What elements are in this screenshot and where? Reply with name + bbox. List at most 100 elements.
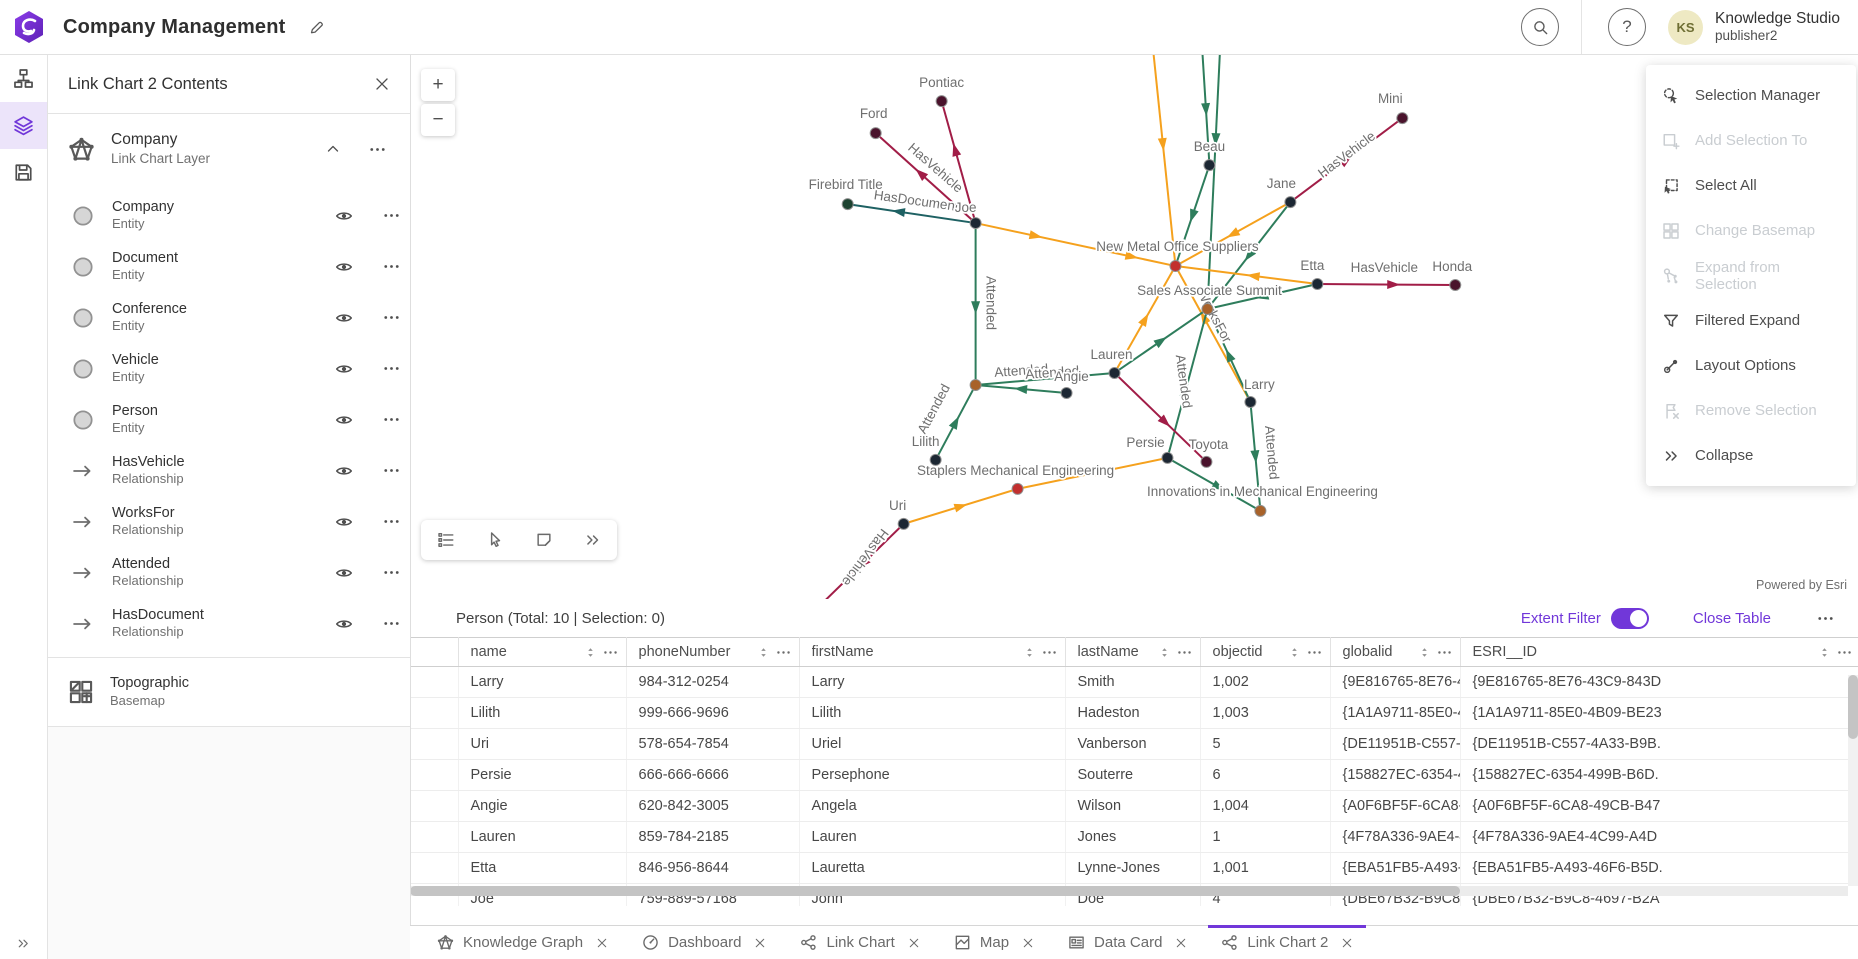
sort-icon[interactable] (757, 646, 770, 659)
node-newmetal[interactable] (1169, 260, 1182, 273)
edge-lauren-confhub[interactable] (975, 371, 1115, 386)
column-menu-icon[interactable] (1042, 645, 1057, 660)
edge-joe-ford[interactable] (875, 132, 977, 224)
table-row[interactable]: Larry 984-312-0254 Larry Smith 1,002 {9E81676… (410, 666, 1858, 698)
edit-title-button[interactable] (302, 12, 332, 42)
edge-persie-summit[interactable] (1166, 308, 1209, 459)
table-row[interactable]: Persie 666-666-6666 Persephone Souterre 6 {15… (410, 759, 1858, 791)
sort-icon[interactable] (584, 646, 597, 659)
table-vertical-scrollbar[interactable] (1848, 675, 1858, 886)
edge-etta-honda[interactable] (1317, 283, 1456, 287)
layer-group-menu-button[interactable] (369, 141, 386, 158)
eye-icon[interactable] (335, 411, 353, 429)
eye-icon[interactable] (335, 207, 353, 225)
column-header-phonenumber[interactable]: phoneNumber (626, 637, 800, 667)
close-icon[interactable] (374, 76, 390, 92)
close-icon[interactable] (754, 937, 766, 949)
edge-etta-newmetal[interactable] (1175, 265, 1318, 286)
column-menu-icon[interactable] (1177, 645, 1192, 660)
table-row[interactable]: Etta 846-956-8644 Lauretta Lynne-Jones 1,001… (410, 852, 1858, 884)
sort-icon[interactable] (1023, 646, 1036, 659)
layer-menu-button[interactable] (383, 411, 400, 428)
node-beau[interactable] (1203, 159, 1216, 172)
account-info[interactable]: Knowledge Studio publisher2 (1715, 9, 1840, 45)
rail-item-layers[interactable] (0, 102, 47, 149)
menu-item-select-all[interactable]: Select All (1646, 163, 1856, 208)
tab-map[interactable]: Map (937, 926, 1051, 959)
layer-item-hasvehicle[interactable]: HasVehicle Relationship (48, 445, 410, 496)
edge-joe-firebird[interactable] (847, 203, 976, 225)
column-menu-icon[interactable] (1837, 645, 1852, 660)
column-menu-icon[interactable] (1437, 645, 1452, 660)
zoom-in-button[interactable]: + (421, 69, 455, 101)
rail-item-save[interactable] (0, 149, 47, 196)
rail-item-hierarchy[interactable] (0, 55, 47, 102)
eye-icon[interactable] (335, 513, 353, 531)
menu-item-collapse[interactable]: Collapse (1646, 433, 1856, 478)
layer-item-worksfor[interactable]: WorksFor Relationship (48, 496, 410, 547)
node-uri[interactable] (897, 517, 910, 530)
table-row[interactable]: Angie 620-842-3005 Angela Wilson 1,004 {A0F6B… (410, 790, 1858, 822)
table-options-button[interactable] (1817, 610, 1834, 627)
node-confhub[interactable] (969, 378, 982, 391)
basemap-item[interactable]: Topographic Basemap (48, 657, 410, 727)
tab-dashboard[interactable]: Dashboard (625, 926, 783, 959)
rail-collapse-button[interactable] (0, 936, 47, 951)
layer-item-document[interactable]: Document Entity (48, 241, 410, 292)
node-lilith[interactable] (929, 453, 942, 466)
layer-menu-button[interactable] (383, 564, 400, 581)
node-staplers[interactable] (1011, 482, 1024, 495)
tab-link-chart[interactable]: Link Chart (783, 926, 936, 959)
menu-item-layout-options[interactable]: Layout Options (1646, 343, 1856, 388)
layer-menu-button[interactable] (383, 309, 400, 326)
layer-menu-button[interactable] (383, 258, 400, 275)
table-horizontal-scrollbar[interactable] (410, 886, 1848, 896)
menu-item-filtered-expand[interactable]: Filtered Expand (1646, 298, 1856, 343)
cursor-icon[interactable] (486, 531, 504, 549)
node-angie[interactable] (1060, 386, 1073, 399)
layer-menu-button[interactable] (383, 207, 400, 224)
close-icon[interactable] (908, 937, 920, 949)
chevron-up-icon[interactable] (325, 141, 341, 157)
menu-item-selection-manager[interactable]: Selection Manager (1646, 73, 1856, 118)
column-menu-icon[interactable] (603, 645, 618, 660)
sort-icon[interactable] (1418, 646, 1431, 659)
node-mini[interactable] (1396, 112, 1409, 125)
node-summit[interactable] (1201, 303, 1214, 316)
close-table-button[interactable]: Close Table (1692, 609, 1771, 627)
extent-filter-toggle[interactable] (1610, 607, 1649, 629)
column-header-esri-id[interactable]: ESRI__ID (1460, 637, 1858, 667)
edge-joe-newmetal[interactable] (975, 222, 1176, 268)
layer-group-company[interactable]: Company Link Chart Layer (48, 114, 410, 184)
tab-data-card[interactable]: Data Card (1051, 926, 1204, 959)
node-firebird[interactable] (841, 198, 854, 211)
layer-item-person[interactable]: Person Entity (48, 394, 410, 445)
eye-icon[interactable] (335, 309, 353, 327)
column-header-lastname[interactable]: lastName (1065, 637, 1201, 667)
node-lauren[interactable] (1108, 366, 1121, 379)
node-etta[interactable] (1311, 278, 1324, 291)
edge-joe-pontiac[interactable] (940, 100, 977, 224)
avatar[interactable]: KS (1668, 9, 1704, 45)
column-header-firstname[interactable]: firstName (799, 637, 1066, 667)
sort-icon[interactable] (1158, 646, 1171, 659)
help-button[interactable]: ? (1608, 8, 1647, 46)
layer-menu-button[interactable] (383, 462, 400, 479)
layer-menu-button[interactable] (383, 615, 400, 632)
sort-icon[interactable] (1818, 646, 1831, 659)
edge-offtop2-newmetal[interactable] (1146, 0, 1177, 267)
close-icon[interactable] (1341, 937, 1353, 949)
close-icon[interactable] (596, 937, 608, 949)
node-larry[interactable] (1244, 395, 1257, 408)
eye-icon[interactable] (335, 462, 353, 480)
edge-larry-newmetal[interactable] (1174, 265, 1252, 403)
node-joe[interactable] (969, 217, 982, 230)
column-header-globalid[interactable]: globalid (1330, 637, 1461, 667)
layer-menu-button[interactable] (383, 360, 400, 377)
eye-icon[interactable] (335, 615, 353, 633)
chevrons-right-icon[interactable] (584, 531, 602, 549)
lasso-icon[interactable] (535, 531, 553, 549)
table-row[interactable]: Lauren 859-784-2185 Lauren Jones 1 {4F78A336-… (410, 821, 1858, 853)
layer-item-company[interactable]: Company Entity (48, 190, 410, 241)
node-ford[interactable] (869, 127, 882, 140)
